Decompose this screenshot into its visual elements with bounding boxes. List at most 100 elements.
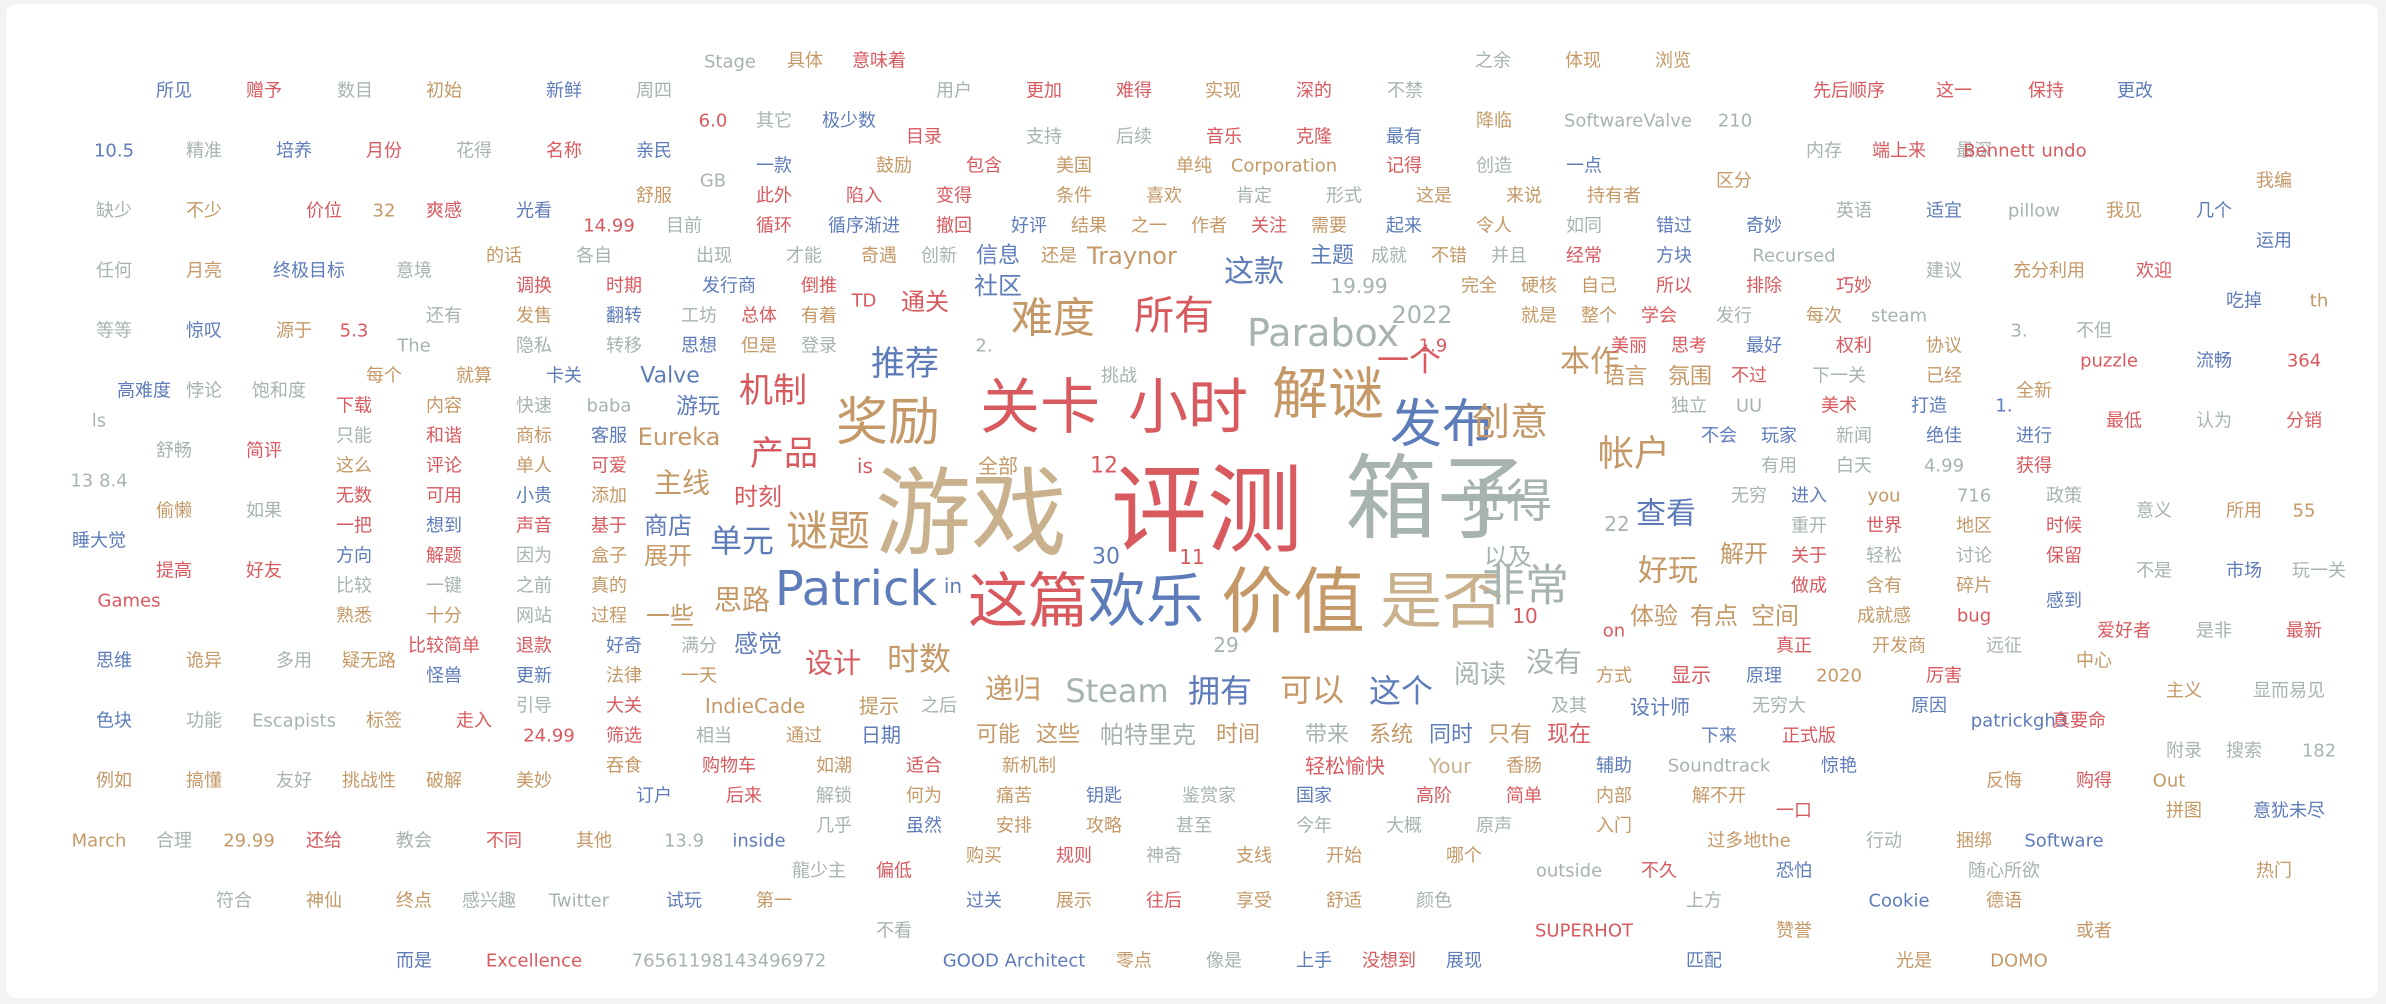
cloud-word: 厉害	[1926, 666, 1962, 687]
cloud-word: 同时	[1429, 723, 1473, 748]
cloud-word: 一天	[681, 666, 717, 687]
cloud-word: 单人	[516, 456, 552, 477]
cloud-word: 不久	[1641, 861, 1677, 882]
cloud-word: 12	[1090, 454, 1118, 479]
cloud-word: 原理	[1746, 666, 1782, 687]
cloud-word: 不过	[1731, 366, 1767, 387]
cloud-word: 思考	[1671, 336, 1707, 357]
cloud-word: 热门	[2256, 861, 2292, 882]
cloud-word: 捆绑	[1956, 831, 1992, 852]
cloud-word: 熟悉	[336, 606, 372, 627]
cloud-word: 意味着	[852, 51, 906, 72]
cloud-word: 内存	[1806, 141, 1842, 162]
cloud-word: 政策	[2046, 486, 2082, 507]
cloud-word: 系统	[1369, 723, 1413, 748]
cloud-word: outside	[1536, 861, 1602, 882]
cloud-word: 通过	[786, 726, 822, 747]
cloud-word: 恐怕	[1776, 861, 1812, 882]
cloud-word: 是否	[1380, 565, 1504, 638]
cloud-word: ls	[92, 411, 106, 432]
cloud-word: 不同	[486, 831, 522, 852]
cloud-word: 爱好者	[2097, 621, 2151, 642]
cloud-word: 鼓励	[876, 156, 912, 177]
cloud-word: 舒服	[636, 186, 672, 207]
cloud-word: 29.99	[223, 831, 275, 852]
cloud-word: 的话	[486, 246, 522, 267]
cloud-word: 惊叹	[186, 321, 222, 342]
cloud-word: 怪兽	[426, 666, 462, 687]
cloud-word: 不少	[186, 201, 222, 222]
cloud-word: 时刻	[734, 483, 782, 511]
cloud-word: 分销	[2286, 411, 2322, 432]
cloud-word: 协议	[1926, 336, 1962, 357]
cloud-word: 月份	[366, 141, 402, 162]
cloud-word: 只有	[1488, 723, 1532, 748]
cloud-word: 光看	[516, 201, 552, 222]
cloud-word: steam	[1871, 306, 1927, 327]
cloud-word: 初始	[426, 81, 462, 102]
cloud-word: 如潮	[816, 756, 852, 777]
cloud-word: 附录	[2166, 741, 2202, 762]
cloud-word: pillow	[2008, 201, 2060, 222]
cloud-word: 培养	[276, 141, 312, 162]
cloud-word: 我见	[2106, 201, 2142, 222]
cloud-word: 本作	[1560, 345, 1620, 380]
cloud-word: 神仙	[306, 891, 342, 912]
cloud-word: 解不开	[1692, 786, 1746, 807]
cloud-word: 方块	[1656, 246, 1692, 267]
cloud-word: 显而易见	[2253, 681, 2325, 702]
cloud-word: Parabox	[1247, 311, 1399, 355]
cloud-word: 开始	[1326, 846, 1362, 867]
cloud-word: 绝佳	[1926, 426, 1962, 447]
cloud-word: 进入	[1791, 486, 1827, 507]
cloud-word: 展示	[1056, 891, 1092, 912]
cloud-word: 玩家	[1761, 426, 1797, 447]
cloud-word: 过程	[591, 606, 627, 627]
cloud-word: 适合	[906, 756, 942, 777]
cloud-word: 高难度	[117, 381, 171, 402]
cloud-word: 源于	[276, 321, 312, 342]
cloud-word: 创新	[921, 246, 957, 267]
cloud-word: 设计	[805, 647, 861, 680]
cloud-word: 挑战性	[342, 771, 396, 792]
cloud-word: 出现	[696, 246, 732, 267]
cloud-word: 觉得	[1460, 474, 1552, 528]
cloud-word: 好友	[246, 561, 282, 582]
cloud-word: 拥有	[1188, 672, 1252, 710]
cloud-word: 需要	[1311, 216, 1347, 237]
cloud-word: 时数	[887, 640, 951, 678]
cloud-word: DOMO	[1990, 951, 2048, 972]
cloud-word: 没有	[1526, 646, 1582, 679]
cloud-word: 设计师	[1630, 695, 1690, 719]
cloud-word: 一键	[426, 576, 462, 597]
cloud-word: 以及	[1484, 543, 1532, 571]
cloud-word: 何为	[906, 786, 942, 807]
cloud-word: 后来	[726, 786, 762, 807]
cloud-word: 原声	[1476, 816, 1512, 837]
cloud-word: 功能	[186, 711, 222, 732]
cloud-word: 社区	[974, 272, 1022, 300]
cloud-word: 订户	[636, 786, 672, 807]
cloud-word: 最新	[2286, 621, 2322, 642]
cloud-word: 独立	[1671, 396, 1707, 417]
cloud-word: 零点	[1116, 951, 1152, 972]
cloud-word: 卡关	[546, 366, 582, 387]
cloud-word: 开发商	[1872, 636, 1926, 657]
cloud-word: 疑无路	[342, 651, 396, 672]
cloud-word: 流畅	[2196, 351, 2232, 372]
cloud-word: 所用	[2226, 501, 2262, 522]
cloud-word: 可以	[1280, 671, 1344, 709]
cloud-word: 运用	[2256, 231, 2292, 252]
cloud-word: 氛围	[1668, 365, 1712, 390]
cloud-word: 2020	[1816, 666, 1862, 687]
cloud-word: 今年	[1296, 816, 1332, 837]
cloud-word: 周四	[636, 81, 672, 102]
cloud-word: 终点	[396, 891, 432, 912]
cloud-word: 解谜	[1272, 363, 1384, 428]
cloud-word: 极少数	[822, 111, 876, 132]
cloud-word: 试玩	[666, 891, 702, 912]
cloud-word: 实现	[1205, 81, 1241, 102]
cloud-word: 不会	[1701, 426, 1737, 447]
cloud-word: 比较简单	[408, 636, 480, 657]
cloud-word: Your	[1428, 754, 1472, 778]
